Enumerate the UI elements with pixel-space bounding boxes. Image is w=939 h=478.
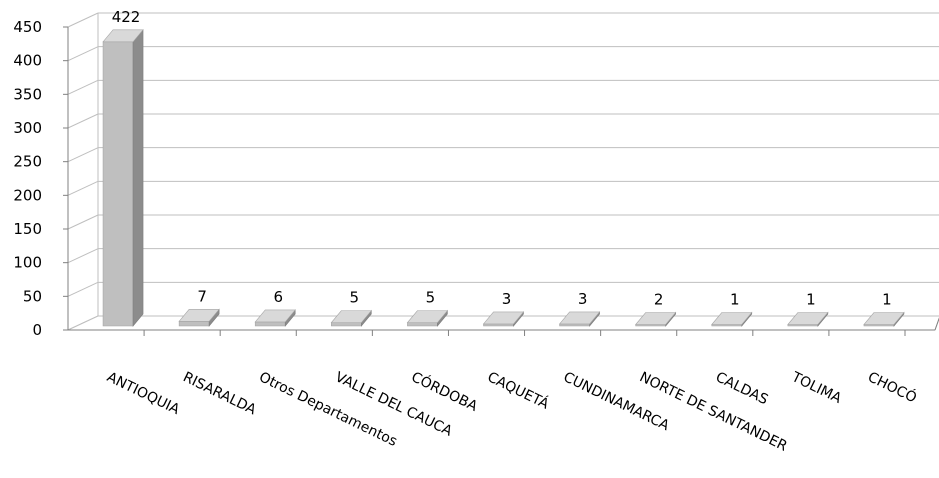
side-wall-gridline bbox=[67, 281, 99, 297]
side-wall-gridline bbox=[67, 12, 99, 28]
bar-front bbox=[178, 320, 210, 327]
bar-front bbox=[254, 321, 286, 327]
bar-top bbox=[330, 310, 372, 323]
bar-top bbox=[863, 312, 905, 325]
side-wall-gridline bbox=[67, 46, 99, 62]
x-tick-label: Otros Departamentos bbox=[256, 369, 399, 450]
x-tick-label: ANTIOQUIA bbox=[104, 369, 182, 418]
y-tick-label: 200 bbox=[13, 186, 42, 204]
y-tick-label: 350 bbox=[13, 85, 42, 103]
bar-top bbox=[178, 308, 220, 322]
data-label: 1 bbox=[882, 291, 892, 309]
bar-top bbox=[102, 29, 144, 43]
y-tick-label: 450 bbox=[13, 18, 42, 36]
data-label: 5 bbox=[350, 289, 360, 307]
side-wall-gridline bbox=[67, 79, 99, 95]
bar-top bbox=[635, 312, 677, 325]
floor-right-edge bbox=[934, 317, 939, 331]
side-wall-gridline bbox=[67, 214, 99, 230]
y-tick-label: 100 bbox=[13, 254, 42, 272]
data-label: 422 bbox=[112, 8, 141, 26]
bar-top bbox=[254, 309, 296, 323]
data-label: 6 bbox=[273, 288, 283, 306]
data-label: 1 bbox=[806, 291, 816, 309]
bar-top bbox=[406, 310, 449, 323]
side-wall-gridline bbox=[67, 147, 99, 163]
y-tick-label: 150 bbox=[13, 220, 42, 238]
data-label: 5 bbox=[426, 289, 436, 307]
x-tick-label: TOLIMA bbox=[788, 369, 844, 407]
side-wall-gridline bbox=[67, 113, 99, 129]
side-wall-gridline bbox=[67, 180, 99, 196]
data-label: 2 bbox=[654, 291, 664, 309]
bar-front bbox=[407, 322, 438, 327]
bar-top bbox=[711, 312, 753, 325]
y-tick-label: 0 bbox=[32, 321, 42, 339]
x-tick-label: CHOCÓ bbox=[865, 367, 920, 406]
x-tick-label: CAQUETÁ bbox=[485, 368, 552, 413]
y-tick-label: 50 bbox=[23, 287, 42, 305]
bar-front bbox=[483, 323, 514, 327]
data-label: 3 bbox=[502, 290, 512, 308]
side-wall-gridline bbox=[67, 248, 99, 264]
y-tick-label: 400 bbox=[13, 52, 42, 70]
bar-top bbox=[787, 312, 829, 325]
bar-top bbox=[482, 311, 525, 325]
bar-front bbox=[559, 323, 590, 327]
bar-front bbox=[102, 41, 134, 327]
bar-side bbox=[132, 29, 144, 327]
y-tick-label: 250 bbox=[13, 153, 42, 171]
y-tick-label: 300 bbox=[13, 119, 42, 137]
data-label: 3 bbox=[578, 290, 588, 308]
bar-top bbox=[558, 311, 601, 325]
x-tick-label: RISARALDA bbox=[180, 369, 259, 418]
data-label: 7 bbox=[197, 287, 207, 305]
bar-front bbox=[331, 322, 362, 327]
data-label: 1 bbox=[730, 291, 740, 309]
x-tick-label: CALDAS bbox=[713, 369, 771, 408]
